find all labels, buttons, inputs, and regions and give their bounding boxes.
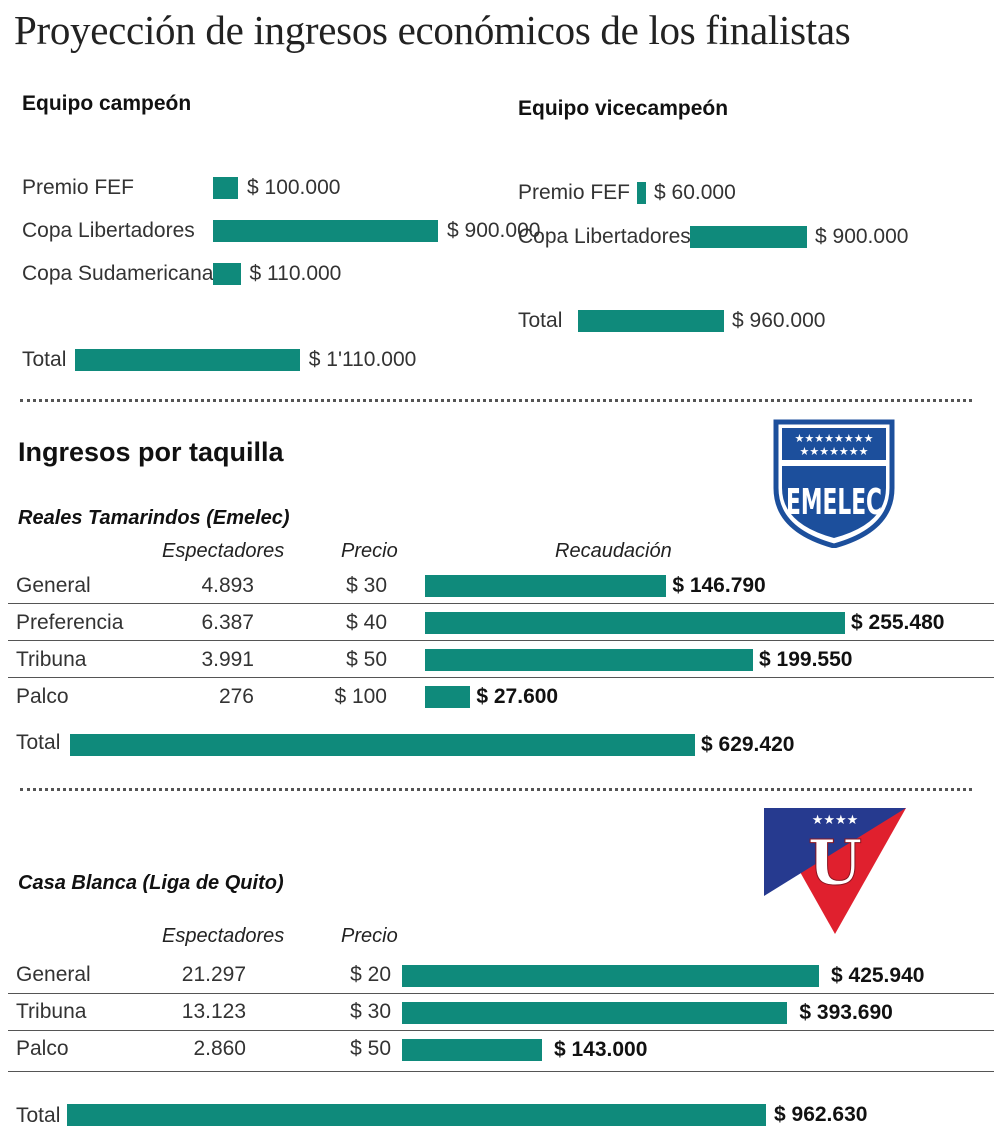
emelec-category: Tribuna [16, 648, 87, 671]
ldu-subtitle: Casa Blanca (Liga de Quito) [18, 872, 284, 894]
runnerup-bar [578, 310, 725, 332]
ldu-total-value: $ 962.630 [774, 1103, 868, 1126]
champion-label: Total [22, 348, 67, 371]
champion-bar [213, 263, 241, 285]
ldu-value-label: $ 425.940 [831, 964, 925, 987]
runnerup-label: Premio FEF [518, 181, 631, 204]
emelec-value-label: $ 199.550 [759, 648, 853, 671]
emelec-total-label: Total [16, 731, 61, 754]
runnerup-value-label: $ 60.000 [654, 181, 736, 204]
champion-label: Premio FEF [22, 176, 135, 199]
champion-value-label: $ 110.000 [249, 262, 342, 285]
row-divider [8, 1071, 994, 1072]
emelec-value-label: $ 27.600 [476, 685, 559, 708]
section-divider [20, 399, 972, 402]
ldu-price: $ 50 [350, 1037, 391, 1060]
emelec-col-spectators: Espectadores [162, 540, 285, 562]
champion-bar [213, 220, 438, 242]
ldu-value-label: $ 143.000 [553, 1038, 648, 1061]
ldu-category: Tribuna [16, 1000, 87, 1023]
emelec-col-price: Precio [341, 540, 398, 562]
champion-heading: Equipo campeón [22, 92, 192, 115]
emelec-bar [425, 612, 845, 634]
row-divider [8, 640, 994, 641]
ldu-col-spectators: Espectadores [162, 925, 285, 947]
emelec-price: $ 50 [346, 648, 387, 671]
emelec-category: Preferencia [16, 611, 124, 634]
runnerup-heading: Equipo vicecampeón [518, 97, 729, 120]
emelec-total-value: $ 629.420 [701, 733, 795, 756]
ldu-total-bar [67, 1104, 766, 1126]
svg-text:★★★★★★★★: ★★★★★★★★ [795, 432, 874, 445]
emelec-bar [425, 575, 667, 597]
emelec-price: $ 30 [346, 574, 387, 597]
emelec-subtitle: Reales Tamarindos (Emelec) [18, 507, 290, 529]
ldu-pennant-icon: ★★★★ U [764, 808, 906, 934]
emelec-value-label: $ 255.480 [851, 611, 945, 634]
ldu-category: General [16, 963, 91, 986]
svg-text:U: U [808, 826, 862, 899]
emelec-spectators: 276 [218, 685, 254, 708]
runnerup-bar [690, 226, 807, 248]
emelec-spectators: 4.893 [201, 574, 254, 597]
ldu-value-label: $ 393.690 [799, 1001, 893, 1024]
svg-text:★★★★★★★: ★★★★★★★ [799, 445, 868, 458]
row-divider [8, 603, 994, 604]
emelec-price: $ 40 [346, 611, 387, 634]
page-title: Proyección de ingresos económicos de los… [14, 7, 851, 53]
emelec-col-revenue: Recaudación [555, 540, 672, 562]
champion-bar [75, 349, 300, 371]
section-divider-2 [20, 788, 972, 791]
ticket-heading: Ingresos por taquilla [18, 437, 284, 467]
runnerup-bar [637, 182, 646, 204]
emelec-bar [425, 649, 754, 671]
emelec-shield-icon: ★★★★★★★★ ★★★★★★★ EMELEC [773, 419, 895, 549]
row-divider [8, 993, 994, 994]
ldu-logo: ★★★★ U [762, 806, 908, 936]
ldu-price: $ 30 [350, 1000, 391, 1023]
emelec-price: $ 100 [334, 685, 387, 708]
ldu-total-label: Total [16, 1104, 61, 1127]
emelec-logo: ★★★★★★★★ ★★★★★★★ EMELEC [770, 418, 898, 549]
ldu-col-price: Precio [341, 925, 398, 947]
champion-label: Copa Sudamericana [22, 262, 214, 285]
ldu-bar [402, 1002, 788, 1024]
ldu-bar [402, 965, 819, 987]
ldu-spectators: 21.297 [181, 963, 246, 986]
champion-label: Copa Libertadores [22, 219, 195, 242]
row-divider [8, 677, 994, 678]
emelec-spectators: 6.387 [201, 611, 254, 634]
row-divider [8, 1030, 994, 1031]
emelec-category: General [16, 574, 91, 597]
svg-text:★★★★: ★★★★ [812, 813, 859, 828]
ldu-spectators: 13.123 [181, 1000, 246, 1023]
runnerup-label: Copa Libertadores [518, 225, 691, 248]
champion-value-label: $ 1'110.000 [308, 348, 417, 371]
runnerup-label: Total [518, 309, 563, 332]
champion-value-label: $ 100.000 [247, 176, 341, 199]
ldu-category: Palco [16, 1037, 69, 1060]
ldu-spectators: 2.860 [193, 1037, 246, 1060]
emelec-category: Palco [16, 685, 69, 708]
runnerup-value-label: $ 960.000 [732, 309, 826, 332]
emelec-bar [425, 686, 471, 708]
runnerup-value-label: $ 900.000 [815, 225, 909, 248]
emelec-value-label: $ 146.790 [672, 574, 766, 597]
champion-bar [213, 177, 238, 199]
emelec-total-bar [70, 734, 695, 756]
svg-text:EMELEC: EMELEC [786, 482, 882, 523]
ldu-price: $ 20 [350, 963, 391, 986]
champion-value-label: $ 900.000 [447, 219, 541, 242]
ldu-bar [402, 1039, 542, 1061]
emelec-spectators: 3.991 [201, 648, 254, 671]
